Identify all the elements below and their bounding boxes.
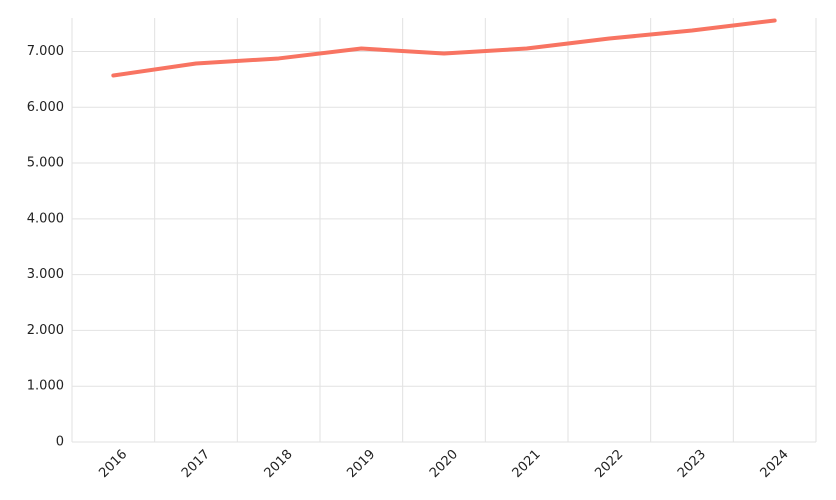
x-tick-label: 2024 xyxy=(758,447,792,481)
y-tick-label: 3.000 xyxy=(27,267,64,282)
y-tick-label: 1.000 xyxy=(27,379,64,394)
y-tick-label: 2.000 xyxy=(27,323,64,338)
y-tick-label: 0 xyxy=(56,435,64,450)
data-line xyxy=(111,18,777,78)
y-tick-label: 7.000 xyxy=(27,44,64,59)
x-tick-label: 2017 xyxy=(179,447,213,481)
x-tick-label: 2016 xyxy=(96,447,130,481)
x-tick-label: 2022 xyxy=(592,447,626,481)
y-tick-label: 4.000 xyxy=(27,211,64,226)
x-tick-label: 2020 xyxy=(427,447,461,481)
x-tick-label: 2021 xyxy=(510,447,544,481)
y-tick-label: 5.000 xyxy=(27,156,64,171)
x-tick-label: 2018 xyxy=(262,447,296,481)
y-tick-label: 6.000 xyxy=(27,100,64,115)
x-tick-label: 2019 xyxy=(344,447,378,481)
x-tick-label: 2023 xyxy=(675,447,709,481)
